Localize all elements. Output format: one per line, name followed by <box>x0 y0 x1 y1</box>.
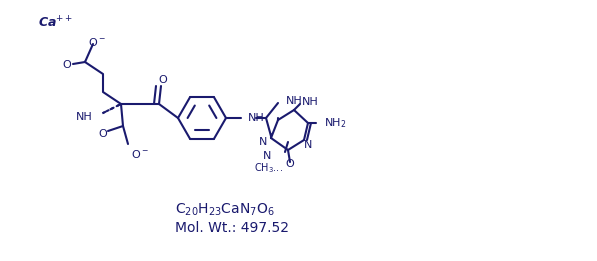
Text: NH: NH <box>76 112 93 122</box>
Text: O: O <box>99 129 107 139</box>
Text: N: N <box>259 137 267 147</box>
Text: O$^-$: O$^-$ <box>88 36 106 48</box>
Text: Mol. Wt.: 497.52: Mol. Wt.: 497.52 <box>175 221 289 235</box>
Text: Ca$^{++}$: Ca$^{++}$ <box>38 15 73 30</box>
Text: O: O <box>63 60 72 70</box>
Text: NH: NH <box>248 113 264 123</box>
Text: O: O <box>159 75 167 85</box>
Text: NH: NH <box>302 97 319 107</box>
Text: N: N <box>263 151 271 161</box>
Text: NH$_2$: NH$_2$ <box>324 116 346 130</box>
Text: CH$_3$...: CH$_3$... <box>254 161 284 175</box>
Text: NH: NH <box>286 96 303 106</box>
Text: O: O <box>285 159 294 169</box>
Text: N: N <box>304 140 312 150</box>
Text: C$_{20}$H$_{23}$CaN$_{7}$O$_{6}$: C$_{20}$H$_{23}$CaN$_{7}$O$_{6}$ <box>175 202 275 218</box>
Text: O$^-$: O$^-$ <box>131 148 149 160</box>
